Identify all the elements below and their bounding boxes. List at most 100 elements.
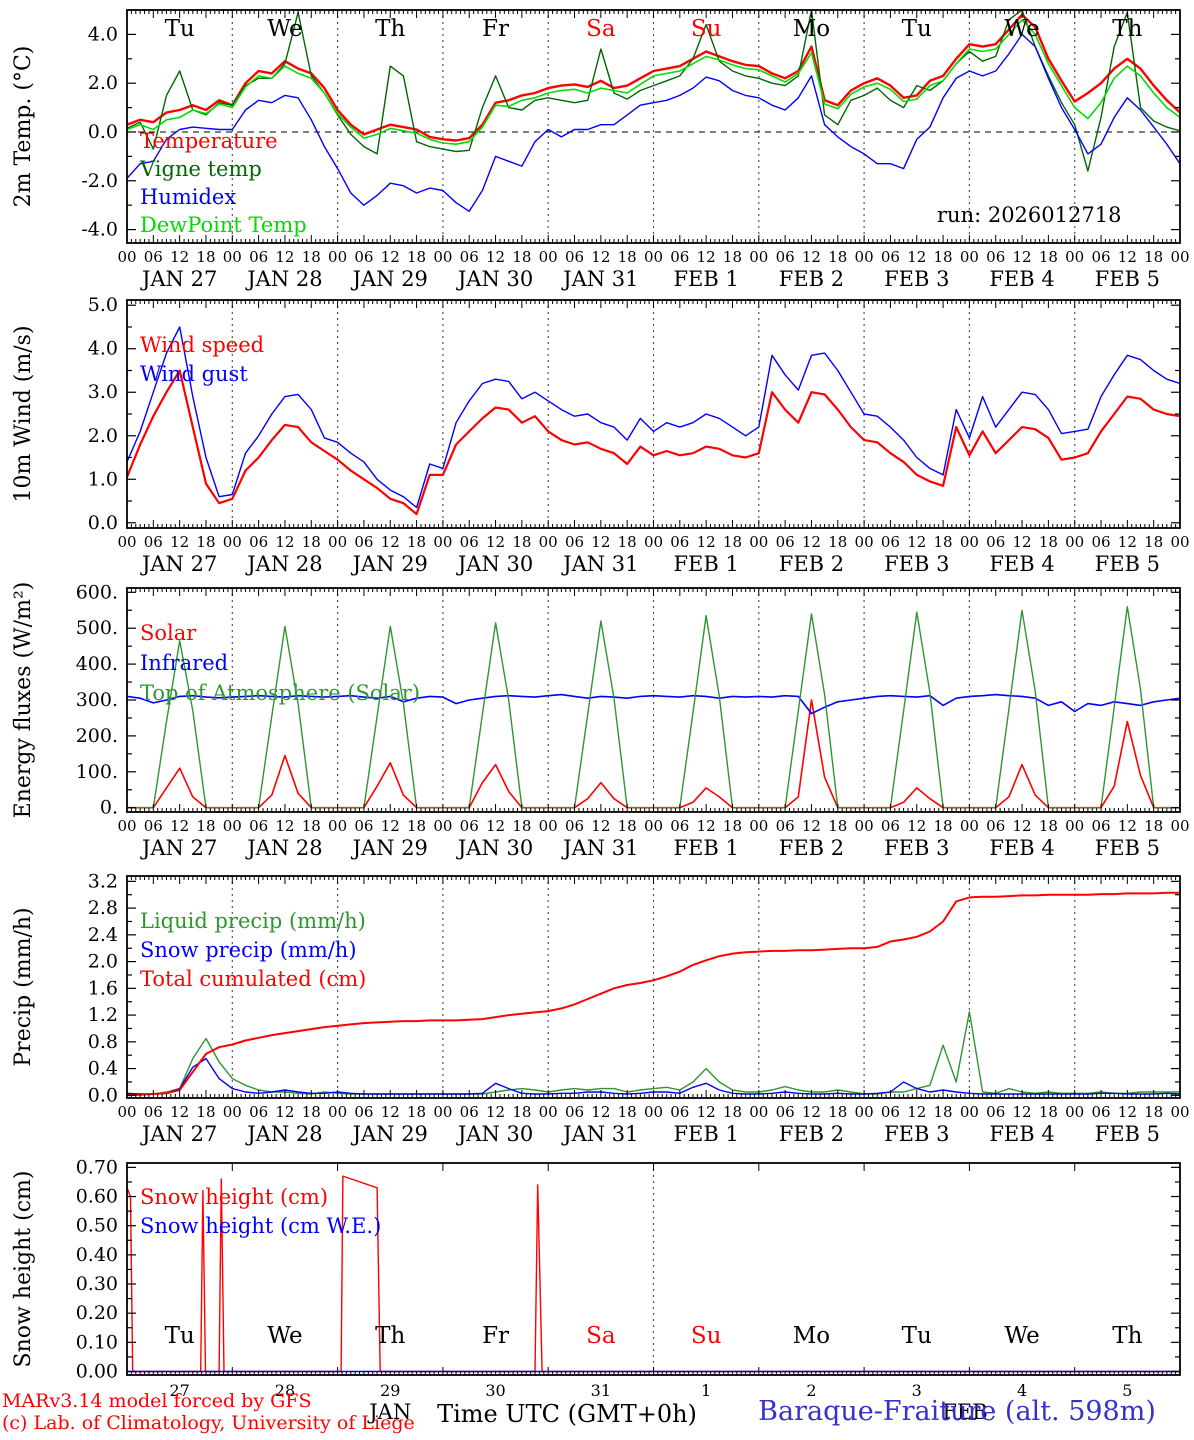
hour-label: 06 xyxy=(776,1103,795,1121)
hour-label: 18 xyxy=(1039,1103,1058,1121)
hour-label: 06 xyxy=(1091,248,1110,266)
hour-label: 00 xyxy=(539,817,558,835)
hour-label: 06 xyxy=(986,1103,1005,1121)
hour-label: 06 xyxy=(986,533,1005,551)
hour-label: 06 xyxy=(986,817,1005,835)
hour-label: 12 xyxy=(591,533,610,551)
day-name-label: Th xyxy=(1112,16,1142,42)
day-gridlines xyxy=(231,876,1076,1098)
hour-label: 12 xyxy=(697,1103,716,1121)
hour-label: 06 xyxy=(986,248,1005,266)
date-label: FEB 3 xyxy=(884,836,949,860)
hour-label: 06 xyxy=(354,1103,373,1121)
series-group xyxy=(127,10,1180,213)
hour-label: 12 xyxy=(1118,1103,1137,1121)
hour-label: 18 xyxy=(828,533,847,551)
hour-label: 12 xyxy=(1013,533,1032,551)
hour-label: 00 xyxy=(433,817,452,835)
hour-label: 06 xyxy=(670,248,689,266)
hour-label: 06 xyxy=(1091,1103,1110,1121)
hour-label: 18 xyxy=(723,1103,742,1121)
panel-energy: 0. 100. 200. 300. 400. 500. 600. Energy fluxes … xyxy=(11,581,1190,860)
hour-label: 18 xyxy=(196,817,215,835)
day-number-label: 30 xyxy=(485,1381,505,1400)
y-tick-label: 200. xyxy=(76,725,118,747)
hour-label: 00 xyxy=(433,533,452,551)
hour-label: 06 xyxy=(144,533,163,551)
hour-label: 00 xyxy=(960,248,979,266)
y-tick-label: 0.4 xyxy=(88,1058,118,1080)
date-label: FEB 2 xyxy=(779,267,844,291)
hour-label: 12 xyxy=(170,817,189,835)
day-name-label: Fr xyxy=(482,1323,509,1349)
date-label: JAN 29 xyxy=(351,1122,428,1146)
y-tick-label: 0. xyxy=(100,797,118,819)
hour-label: 18 xyxy=(618,1103,637,1121)
hour-label: 12 xyxy=(1118,817,1137,835)
hour-label: 06 xyxy=(565,533,584,551)
series-vigne-temp xyxy=(127,10,1180,172)
hour-label: 06 xyxy=(249,817,268,835)
y-tick-label: 0.60 xyxy=(76,1186,118,1208)
hour-label: 12 xyxy=(907,248,926,266)
hour-label: 18 xyxy=(407,248,426,266)
legend-item: Snow height (cm W.E.) xyxy=(140,1214,381,1238)
date-label: FEB 3 xyxy=(884,1122,949,1146)
y-tick-label: 0.70 xyxy=(76,1156,118,1178)
hour-label: 00 xyxy=(433,248,452,266)
hour-label: 12 xyxy=(381,533,400,551)
hour-label: 06 xyxy=(881,533,900,551)
x-ticks xyxy=(126,876,1181,1098)
hour-label: 18 xyxy=(723,248,742,266)
hour-label: 00 xyxy=(223,533,242,551)
y-tick-label: 2.8 xyxy=(88,897,118,919)
hour-label: 00 xyxy=(1170,248,1189,266)
date-label: FEB 1 xyxy=(673,1122,738,1146)
day-gridlines xyxy=(231,588,1076,812)
hour-label: 18 xyxy=(1039,248,1058,266)
date-label: JAN 31 xyxy=(561,552,638,576)
date-label: JAN 27 xyxy=(140,1122,217,1146)
date-label: FEB 1 xyxy=(673,267,738,291)
hour-label: 12 xyxy=(1118,533,1137,551)
hour-label: 12 xyxy=(591,817,610,835)
date-label: FEB 2 xyxy=(779,836,844,860)
y-tick-label: 1.6 xyxy=(88,977,118,999)
hour-label: 06 xyxy=(670,533,689,551)
hour-label: 00 xyxy=(960,533,979,551)
hour-label: 00 xyxy=(749,533,768,551)
hour-label: 06 xyxy=(144,817,163,835)
legend: Solar Infrared Top of Atmosphere (Solar) xyxy=(140,621,420,705)
hour-label: 18 xyxy=(512,1103,531,1121)
run-label: run: 2026012718 xyxy=(937,203,1122,227)
hour-label: 06 xyxy=(249,248,268,266)
y-tick-label: 4.0 xyxy=(88,23,118,45)
hour-label: 18 xyxy=(196,248,215,266)
y-tick-label: 1.2 xyxy=(88,1004,118,1026)
hour-label: 18 xyxy=(934,817,953,835)
month-label: FEB xyxy=(942,1400,987,1424)
legend-item: Infrared xyxy=(140,651,228,675)
y-tick-label: 500. xyxy=(76,617,118,639)
hour-label: 06 xyxy=(565,248,584,266)
y-tick-label: -4.0 xyxy=(81,219,118,241)
legend-item: Top of Atmosphere (Solar) xyxy=(140,681,420,705)
hour-label: 12 xyxy=(802,533,821,551)
y-tick-label: 3.0 xyxy=(88,381,118,403)
hour-label: 18 xyxy=(934,248,953,266)
panel-temp: -4.0 -2.0 0.0 2.0 4.0 2m Temp. (°C) Temperatur… xyxy=(11,9,1190,291)
hour-label: 06 xyxy=(881,817,900,835)
hour-label: 18 xyxy=(407,533,426,551)
y-tick-label: 0.8 xyxy=(88,1031,118,1053)
hour-label: 18 xyxy=(302,1103,321,1121)
hour-label: 12 xyxy=(1013,248,1032,266)
hour-label: 00 xyxy=(328,533,347,551)
hour-label: 06 xyxy=(354,248,373,266)
day-name-label: Sa xyxy=(586,16,616,42)
day-name-label: Mo xyxy=(793,1323,830,1349)
time-axis-label: Time UTC (GMT+0h) xyxy=(437,1400,697,1428)
date-label: FEB 5 xyxy=(1095,552,1160,576)
model-credit-line2: (c) Lab. of Climatology, University of L… xyxy=(2,1412,415,1434)
hour-label: 00 xyxy=(223,1103,242,1121)
